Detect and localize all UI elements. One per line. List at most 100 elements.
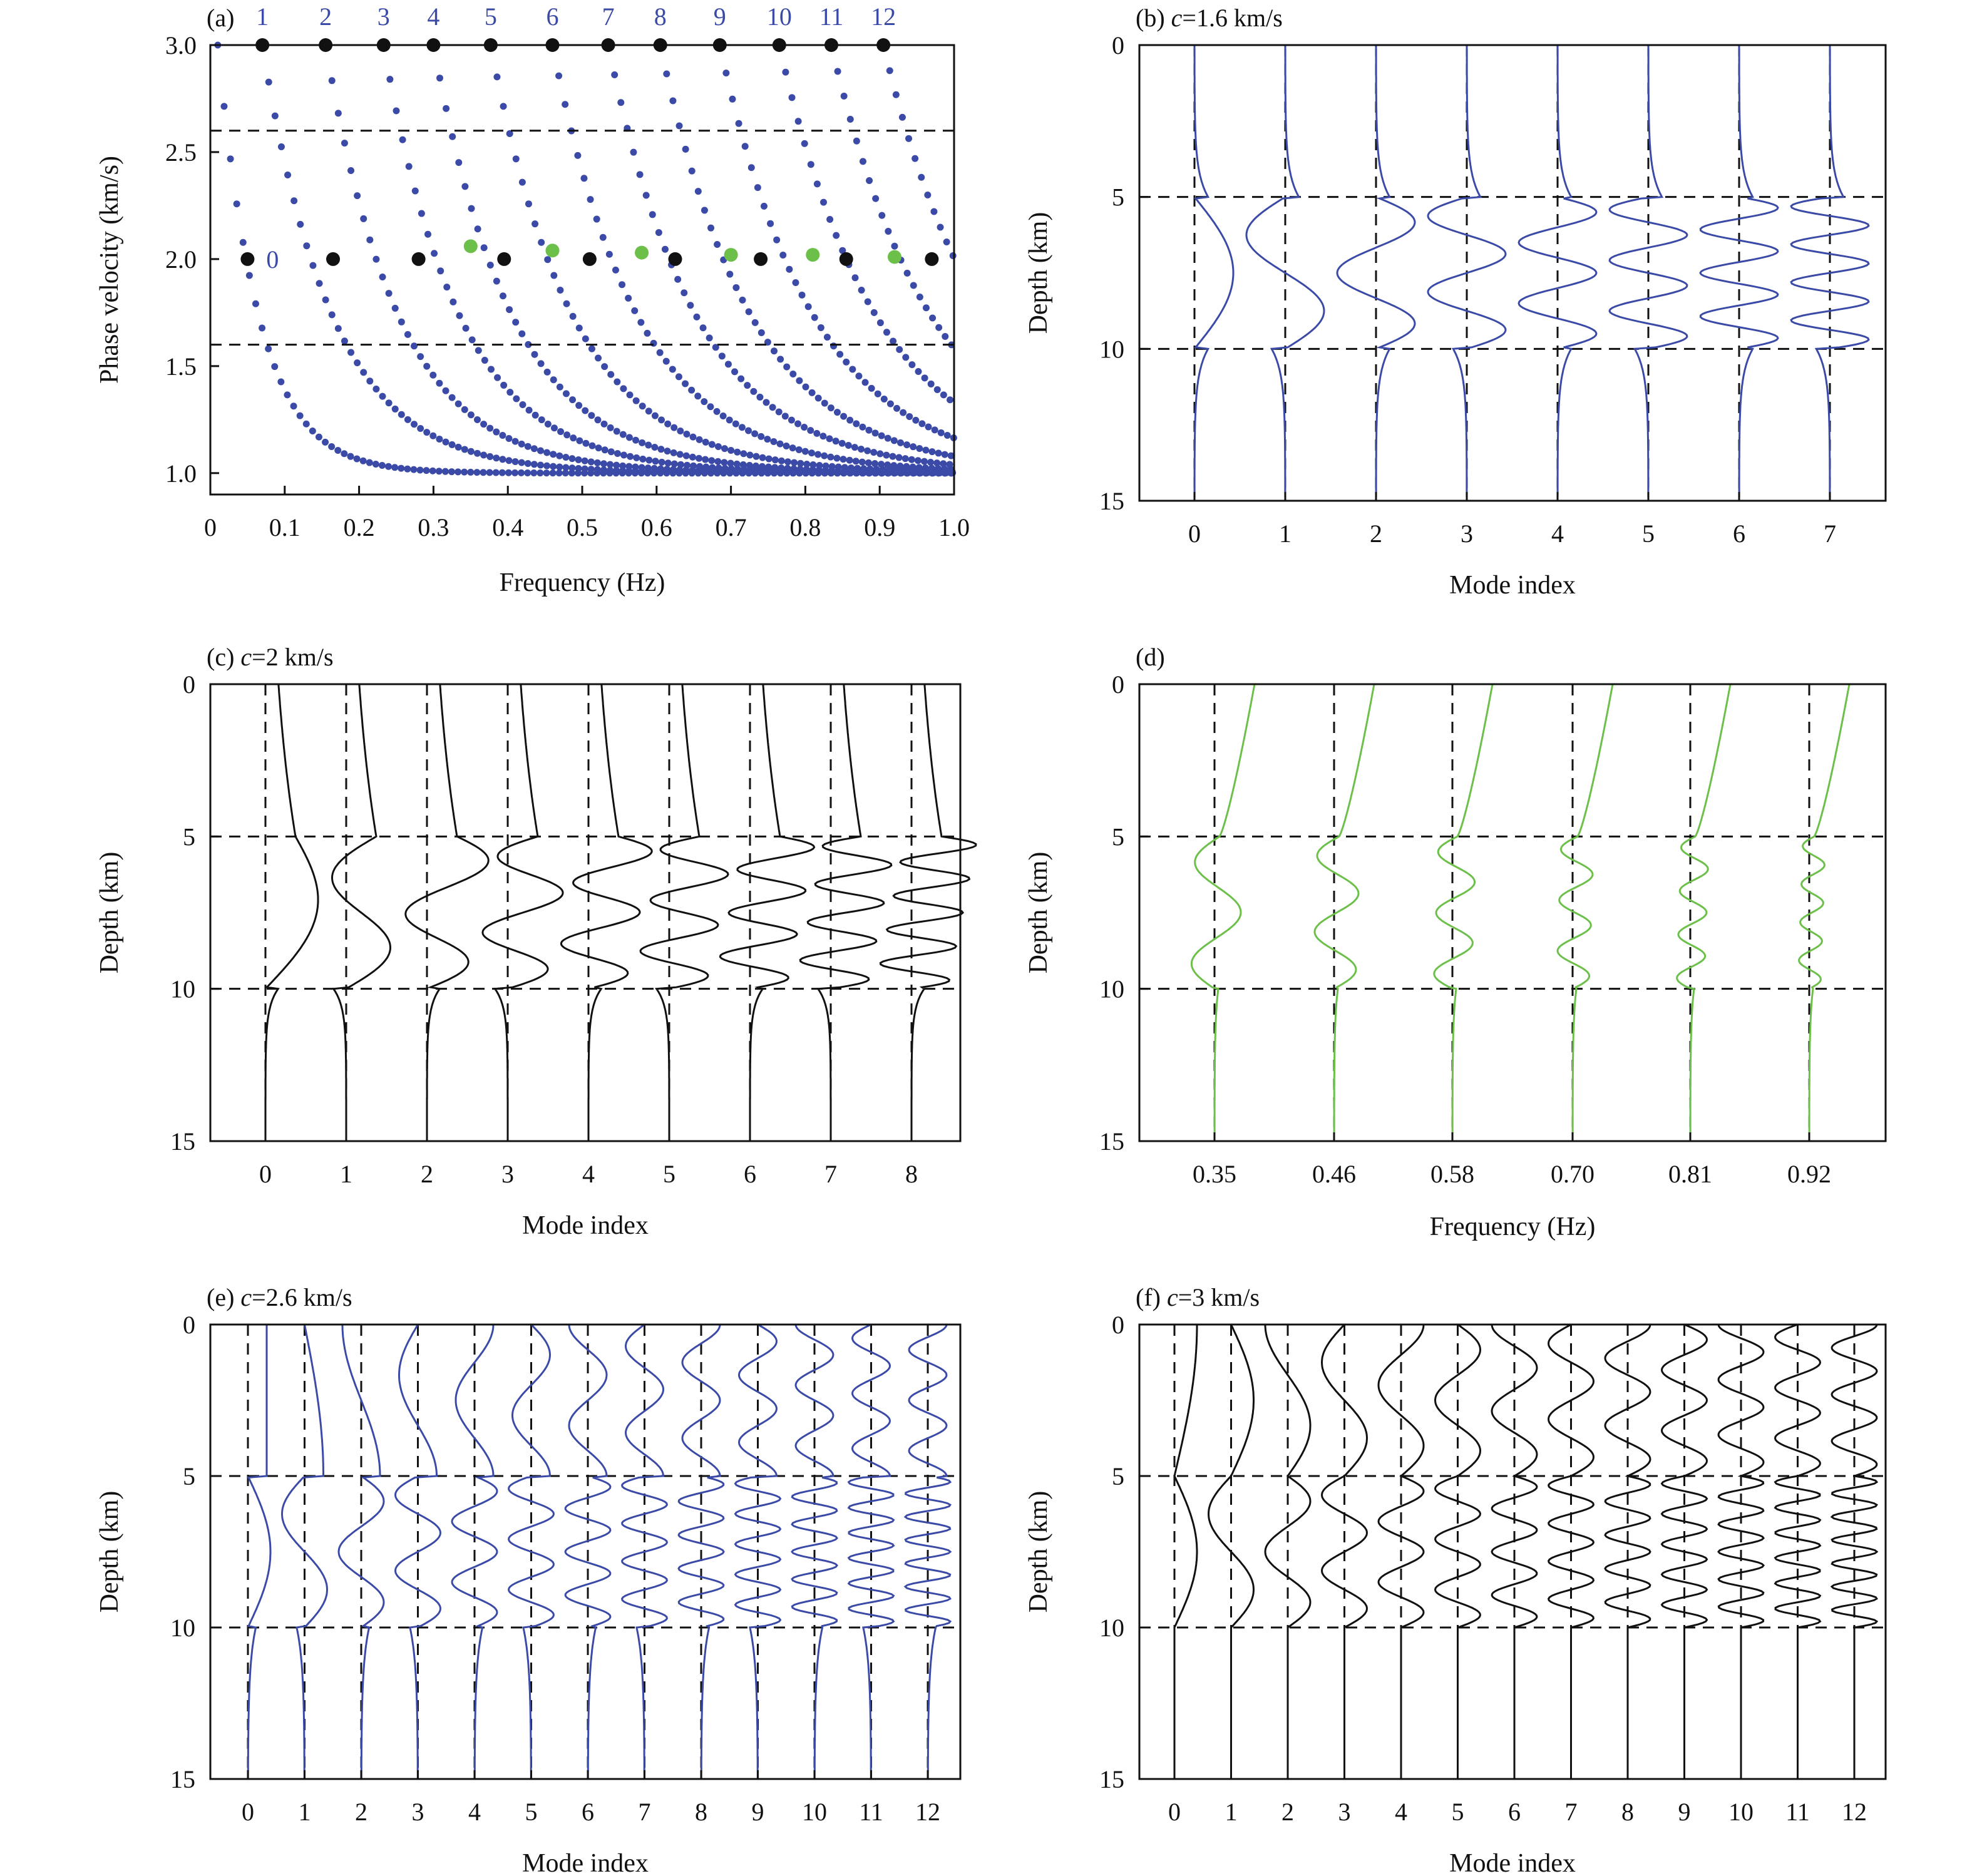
dispersion-point — [858, 445, 865, 453]
dispersion-point — [760, 202, 768, 210]
dispersion-point — [675, 373, 682, 381]
dispersion-point — [712, 344, 719, 351]
dispersion-point — [731, 368, 739, 376]
dispersion-point — [803, 466, 810, 473]
dispersion-point — [461, 406, 468, 413]
dispersion-point — [878, 461, 885, 468]
dispersion-point — [556, 383, 563, 391]
dispersion-point — [543, 368, 551, 376]
dispersion-point — [499, 432, 506, 439]
dispersion-point — [811, 314, 818, 321]
dispersion-point — [595, 354, 602, 362]
eigenfunction-mode-6 — [1491, 1324, 1538, 1779]
dispersion-point — [788, 94, 796, 101]
dispersion-point — [801, 424, 808, 431]
dispersion-point — [492, 469, 500, 476]
dispersion-point — [783, 442, 790, 449]
dispersion-point — [448, 441, 456, 448]
dispersion-point — [600, 460, 607, 468]
dispersion-point — [556, 463, 563, 471]
dispersion-point — [511, 458, 519, 465]
dispersion-point — [303, 242, 311, 250]
dispersion-point — [786, 265, 793, 273]
dispersion-point — [656, 349, 664, 356]
dispersion-point — [670, 449, 677, 456]
dispersion-point — [518, 440, 525, 448]
phase-velocity-symbol: c — [240, 1283, 252, 1311]
mode-label: 4 — [427, 3, 439, 31]
dispersion-point — [617, 99, 625, 106]
dispersion-point — [890, 462, 898, 469]
dispersion-curve-mode-6 — [548, 41, 955, 473]
dispersion-point — [639, 455, 647, 463]
eigenfunction-mode-5 — [1608, 45, 1688, 501]
black-marker — [255, 38, 270, 52]
dispersion-point — [935, 449, 942, 457]
dispersion-point — [784, 458, 791, 466]
dispersion-point — [518, 469, 525, 476]
dispersion-point — [650, 339, 657, 347]
y-tick-label: 15 — [170, 1127, 195, 1156]
y-tick-label: 2.5 — [165, 138, 197, 167]
eigenfunction-mode-5 — [639, 684, 729, 1141]
dispersion-point — [658, 458, 665, 466]
dispersion-point — [709, 464, 716, 471]
dispersion-point — [891, 242, 898, 250]
dispersion-point — [328, 77, 336, 85]
dispersion-point — [937, 429, 945, 436]
x-tick-label: 0 — [242, 1798, 254, 1826]
dispersion-point — [443, 105, 450, 112]
dispersion-point — [689, 433, 697, 441]
dispersion-point — [836, 351, 844, 358]
dispersion-point — [639, 439, 646, 446]
dispersion-point — [940, 460, 947, 468]
black-marker — [326, 252, 341, 266]
y-tick-label: 15 — [170, 1765, 195, 1793]
x-tick-label: 7 — [1565, 1798, 1578, 1826]
dispersion-point — [750, 387, 757, 395]
dispersion-point — [771, 456, 779, 464]
dispersion-point — [576, 437, 583, 444]
dispersion-point — [328, 311, 336, 319]
dispersion-point — [802, 383, 809, 391]
dispersion-point — [664, 448, 671, 455]
dispersion-point — [296, 412, 304, 419]
dispersion-point — [822, 462, 829, 469]
dispersion-point — [575, 324, 583, 332]
dispersion-point — [461, 446, 468, 453]
green-marker — [887, 250, 901, 264]
dispersion-point — [921, 374, 928, 382]
dispersion-point — [669, 97, 677, 105]
dispersion-point — [378, 462, 386, 469]
x-tick-label: 0.3 — [418, 513, 449, 541]
dispersion-point — [929, 314, 937, 322]
x-tick-label: 0 — [1188, 520, 1201, 548]
dispersion-point — [429, 467, 436, 474]
dispersion-point — [896, 462, 904, 469]
dispersion-point — [550, 376, 557, 384]
dispersion-point — [625, 463, 633, 470]
black-marker — [668, 252, 682, 266]
dispersion-point — [845, 442, 852, 449]
dispersion-point — [595, 444, 602, 452]
dispersion-point — [757, 329, 765, 337]
dispersion-point — [922, 464, 929, 471]
dispersion-point — [525, 341, 532, 348]
eigenfunction-mode-9 — [1660, 1323, 1708, 1779]
x-tick-label: 7 — [1824, 520, 1836, 548]
mode-label: 9 — [714, 3, 726, 31]
mode-label: 12 — [871, 3, 896, 31]
dispersion-point — [537, 461, 544, 469]
eigenfunction-mode-6 — [564, 1324, 612, 1779]
y-tick-label: 0 — [1112, 31, 1124, 59]
dispersion-point — [437, 267, 444, 275]
dispersion-point — [530, 469, 538, 477]
dispersion-point — [341, 450, 348, 458]
dispersion-point — [851, 444, 858, 451]
dispersion-point — [227, 155, 234, 163]
dispersion-point — [544, 420, 552, 428]
dispersion-point — [297, 220, 304, 228]
dispersion-point — [449, 133, 456, 140]
